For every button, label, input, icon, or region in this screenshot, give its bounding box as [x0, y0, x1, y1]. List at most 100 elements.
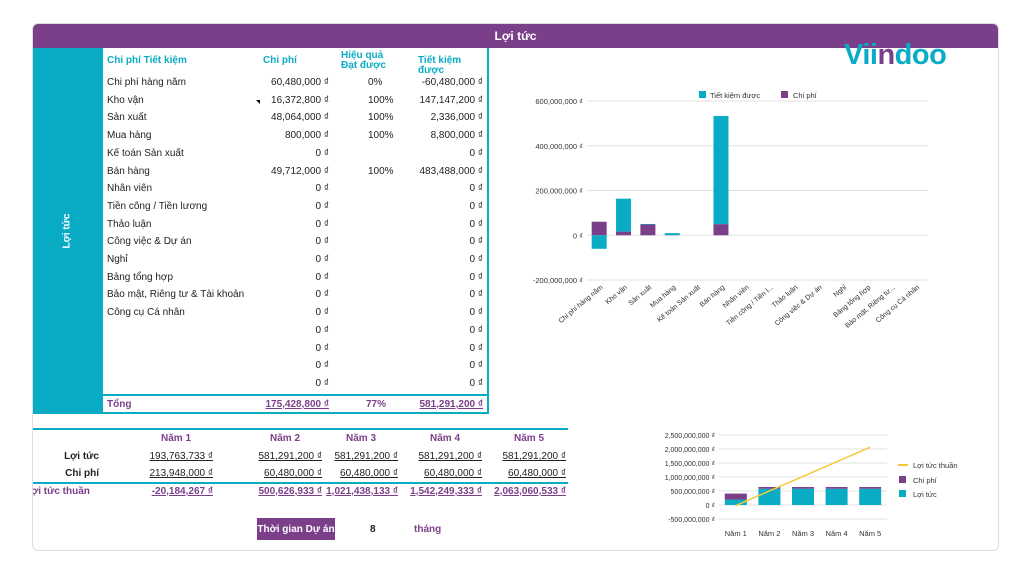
row-cost: 0 ₫ [315, 307, 329, 319]
legend-label-cost: Chi phí [793, 91, 818, 100]
row-saved: 0 ₫ [469, 200, 483, 212]
row-saved: 0 ₫ [469, 218, 483, 230]
bar-saved [616, 198, 632, 232]
legend-swatch-cost [899, 476, 906, 483]
bar-cost [640, 224, 656, 236]
page-title: Lợi tức [33, 24, 998, 48]
bar-cost [616, 231, 632, 236]
row-cost: 0 ₫ [315, 183, 329, 195]
row-item: Kho vận [107, 94, 144, 106]
row-item: Sản xuất [107, 112, 147, 124]
row-effect: 100% [368, 112, 394, 124]
y-tick-label: 200,000,000 ₫ [535, 187, 583, 196]
row-item: Nghỉ [107, 254, 128, 265]
y-tick-label: -200,000,000 ₫ [533, 276, 583, 285]
row-item: Bảo mật, Riêng tư & Tài khoản [107, 289, 245, 301]
row-item: Nhân viên [107, 183, 153, 195]
row-cost: 0 ₫ [315, 360, 329, 372]
row-saved: 147,147,200 ₫ [419, 94, 483, 106]
year-row-label: Chi phí [65, 468, 99, 479]
total-cost: 175,428,800 ₫ [265, 399, 329, 410]
row-item: Thảo luận [107, 218, 152, 230]
bar-cost [724, 493, 747, 500]
row-item: Chi phí hàng năm [107, 77, 186, 88]
row-saved: 0 ₫ [469, 271, 483, 283]
comment-marker [256, 100, 260, 104]
year-value: 60,480,000 ₫ [424, 468, 482, 479]
legend-label-net: Lợi tức thuần [913, 461, 958, 470]
x-tick-label: Nghỉ [832, 283, 849, 299]
row-saved: 0 ₫ [469, 307, 483, 319]
legend-label-saved: Tiết kiệm được [710, 91, 760, 100]
bar-cost [792, 487, 814, 489]
row-item: Công cụ Cá nhân [107, 307, 185, 319]
year-value: 60,480,000 ₫ [508, 468, 566, 479]
year-value: 213,948,000 ₫ [149, 468, 213, 479]
row-saved: 0 ₫ [469, 377, 483, 389]
year-value: 1,021,438,133 ₫ [326, 486, 398, 497]
row-saved: 0 ₫ [469, 360, 483, 372]
row-saved: 0 ₫ [469, 183, 483, 195]
year-header: Năm 3 [346, 433, 377, 444]
x-tick-label: Năm 5 [859, 529, 881, 538]
table-row: Bảo mật, Riêng tư & Tài khoản 0 ₫ 0 ₫ [103, 287, 487, 304]
y-tick-label: 1,000,000,000 ₫ [665, 475, 716, 482]
years-mid-rule [33, 482, 568, 484]
y-tick-label: 1,500,000,000 ₫ [665, 461, 716, 468]
row-saved: 0 ₫ [469, 254, 483, 265]
row-cost: 0 ₫ [315, 377, 329, 389]
year-header: Năm 4 [430, 433, 461, 444]
year-row-label: Lợi tức [64, 451, 99, 462]
row-item: Công việc & Dự án [107, 236, 192, 248]
row-effect: 100% [368, 165, 394, 177]
year-value: 60,480,000 ₫ [340, 468, 398, 479]
row-saved: 0 ₫ [469, 236, 483, 248]
row-effect: 0% [368, 77, 383, 88]
table-row: Nghỉ 0 ₫ 0 ₫ [103, 252, 487, 269]
savings-chart: Tiết kiệm được Chi phí 600,000,000 ₫ 400,00… [533, 91, 928, 330]
y-tick-label: 0 ₫ [706, 503, 716, 510]
row-cost: 16,372,800 ₫ [271, 94, 329, 106]
table-row: Bảng tổng hợp 0 ₫ 0 ₫ [103, 270, 487, 287]
legend-swatch-revenue [899, 490, 906, 497]
bar-cost [591, 221, 607, 236]
x-tick-label: Công việc & Dự án [774, 284, 824, 327]
year-value: 581,291,200 ₫ [334, 451, 398, 462]
year-header: Năm 5 [514, 433, 545, 444]
side-label-band: Lợi tức [33, 48, 101, 414]
total-effect: 77% [366, 399, 387, 410]
table-row: Sản xuất 48,064,000 ₫ 100% 2,336,000 ₫ [103, 110, 487, 127]
row-cost: 60,480,000 ₫ [271, 77, 329, 88]
table-row: Công cụ Cá nhân 0 ₫ 0 ₫ [103, 305, 487, 322]
year-header: Năm 1 [161, 433, 192, 444]
year-value: 581,291,200 ₫ [418, 451, 482, 462]
savings-total-row: Tổng 175,428,800 ₫ 77% 581,291,200 ₫ [103, 394, 487, 414]
legend-label-cost: Chi phí [913, 476, 938, 485]
row-saved: 0 ₫ [469, 147, 483, 159]
row-cost: 0 ₫ [315, 254, 329, 265]
table-row: Tiền công / Tiền lương 0 ₫ 0 ₫ [103, 199, 487, 216]
table-row: Mua hàng 800,000 ₫ 100% 8,800,000 ₫ [103, 128, 487, 145]
y-tick-label: -500,000,000 ₫ [668, 517, 715, 524]
bar-cost [758, 487, 781, 489]
row-item: Mua hàng [107, 130, 152, 142]
table-row: 0 ₫ 0 ₫ [103, 323, 487, 340]
y-tick-label: 0 ₫ [573, 231, 583, 240]
col-header-item: Chi phí Tiết kiệm [107, 55, 187, 66]
y-tick-label: 600,000,000 ₫ [535, 97, 583, 106]
x-tick-label: Kế toán Sản xuất [655, 283, 702, 324]
y-tick-label: 2,000,000,000 ₫ [665, 447, 716, 454]
total-label: Tổng [107, 399, 132, 410]
row-cost: 48,064,000 ₫ [271, 112, 329, 124]
bar-cost [859, 487, 882, 489]
legend-swatch-saved [699, 91, 706, 98]
row-cost: 0 ₫ [315, 236, 329, 248]
years-top-rule [33, 428, 568, 430]
x-tick-label: Năm 3 [792, 529, 814, 538]
project-duration-unit: tháng [414, 524, 442, 535]
row-cost: 0 ₫ [315, 271, 329, 283]
bar-cost [825, 487, 848, 489]
row-cost: 0 ₫ [315, 147, 329, 159]
x-tick-label: Kho vận [605, 284, 629, 306]
bar-revenue [792, 488, 814, 505]
